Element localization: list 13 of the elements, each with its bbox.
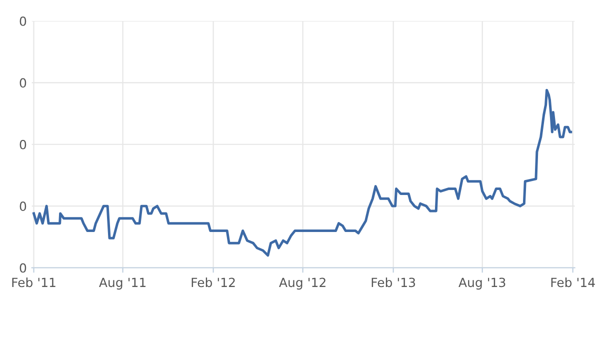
x-tick-label: Aug '13 — [458, 278, 506, 290]
y-tick-label: 0 — [20, 16, 26, 26]
y-tick-label: 0 — [20, 78, 26, 88]
line-series — [32, 88, 572, 257]
x-tick-label: Aug '11 — [99, 278, 146, 290]
x-tick-label: Feb '14 — [551, 277, 595, 288]
x-tick-label: Feb '12 — [192, 277, 235, 288]
y-tick-label: 0 — [20, 263, 26, 273]
x-tick-label: Aug '12 — [279, 278, 326, 290]
x-tick-label: Feb '13 — [372, 277, 416, 288]
x-tick-label: Feb '11 — [12, 277, 56, 288]
y-tick-label: 0 — [20, 140, 26, 150]
y-tick-label: 0 — [20, 202, 26, 211]
